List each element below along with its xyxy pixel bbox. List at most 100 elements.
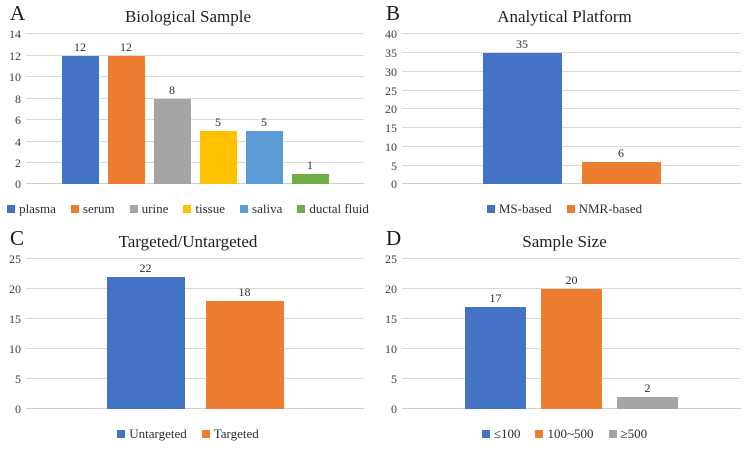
- bar-value-label: 1: [307, 157, 313, 172]
- bar-ductal fluid: [291, 173, 329, 185]
- y-tick-label: 15: [385, 312, 397, 327]
- legend-biological-sample: plasma serum urine tissue saliva ductal fluid: [0, 201, 376, 217]
- bars-group: 22 18: [26, 259, 364, 410]
- gridline: [402, 70, 741, 72]
- bar-value-label: 12: [120, 39, 132, 54]
- bar-≥500: [617, 397, 678, 410]
- bar-chart-targeted-untargeted: 0 5 10 15 20 25 22 18: [0, 252, 376, 416]
- legend-item-100~500: 100~500: [535, 426, 594, 442]
- legend-swatch-icon: [7, 205, 16, 214]
- legend-item-plasma: plasma: [7, 201, 56, 217]
- y-tick-label: 20: [385, 102, 397, 117]
- bars-group: 17 20 2: [402, 259, 741, 410]
- gridline: [26, 318, 364, 320]
- y-tick-label: 35: [385, 46, 397, 61]
- gridline: [26, 76, 364, 78]
- bar-≤100: [465, 307, 526, 410]
- gridline: [26, 288, 364, 290]
- y-tick-label: 25: [385, 83, 397, 98]
- legend-swatch-icon: [481, 430, 490, 439]
- chart-title-analytical-platform: Analytical Platform: [497, 7, 632, 26]
- gridline: [26, 97, 364, 99]
- gridline: [402, 288, 741, 290]
- gridline: [402, 108, 741, 110]
- bar-slot-MS-based: 35: [482, 34, 562, 185]
- legend-swatch-icon: [70, 205, 79, 214]
- y-tick-label: 10: [385, 342, 397, 357]
- y-tick-label: 25: [385, 252, 397, 267]
- gridline: [402, 145, 741, 147]
- gridline: [402, 52, 741, 54]
- y-tick-label: 0: [15, 402, 21, 417]
- legend-analytical-platform: MS-based NMR-based: [376, 201, 753, 217]
- x-axis-line: [26, 408, 364, 410]
- bars-group: 35 6: [402, 34, 741, 185]
- bar-slot-≤100: 17: [465, 259, 526, 410]
- legend-item-Untargeted: Untargeted: [117, 426, 187, 442]
- bar-value-label: 8: [169, 82, 175, 97]
- y-tick-label: 10: [9, 70, 21, 85]
- bar-slot-serum: 12: [107, 34, 145, 185]
- y-tick-label: 30: [385, 64, 397, 79]
- panel-b: B Analytical Platform 0 5 10 15 20 25 30 35 40 35…: [376, 0, 753, 225]
- gridline: [402, 89, 741, 91]
- panel-a: A Biological Sample 0 2 4 6 8 10 12 14 12 12 8 5 5 1 …: [0, 0, 376, 225]
- gridline: [26, 140, 364, 142]
- chart-title-biological-sample: Biological Sample: [124, 7, 252, 26]
- bar-value-label: 22: [139, 261, 152, 276]
- x-axis-line: [402, 183, 741, 185]
- gridline: [26, 378, 364, 380]
- bar-value-label: 17: [489, 291, 502, 306]
- bar-MS-based: [482, 53, 562, 185]
- gridline: [26, 258, 364, 260]
- bar-Targeted: [205, 301, 284, 410]
- legend-label: serum: [82, 201, 115, 217]
- gridline: [26, 54, 364, 56]
- y-tick-label: 12: [9, 48, 21, 63]
- legend-label: Untargeted: [129, 426, 187, 442]
- legend-swatch-icon: [201, 430, 210, 439]
- bar-slot-urine: 8: [153, 34, 191, 185]
- panel-label-b: B: [386, 1, 401, 25]
- y-tick-label: 0: [15, 177, 21, 192]
- legend-item-MS-based: MS-based: [486, 201, 552, 217]
- bar-plasma: [61, 55, 99, 185]
- y-tick-label: 5: [391, 372, 397, 387]
- y-tick-label: 8: [15, 91, 21, 106]
- bar-value-label: 5: [261, 114, 267, 129]
- y-tick-label: 25: [9, 252, 21, 267]
- gridline: [26, 348, 364, 350]
- legend-swatch-icon: [566, 205, 575, 214]
- y-tick-label: 4: [15, 134, 21, 149]
- bar-serum: [107, 55, 145, 185]
- legend-label: 100~500: [547, 426, 594, 442]
- x-axis-line: [26, 183, 364, 185]
- bar-value-label: 5: [215, 114, 221, 129]
- bar-value-label: 2: [644, 381, 651, 396]
- bar-Untargeted: [106, 277, 185, 410]
- legend-item-tissue: tissue: [183, 201, 225, 217]
- y-tick-label: 5: [391, 158, 397, 173]
- gridline: [402, 258, 741, 260]
- legend-swatch-icon: [117, 430, 126, 439]
- bar-NMR-based: [581, 161, 661, 185]
- y-tick-label: 6: [15, 113, 21, 128]
- y-tick-label: 14: [9, 27, 21, 42]
- y-tick-label: 20: [9, 282, 21, 297]
- legend-item-≤100: ≤100: [481, 426, 521, 442]
- y-tick-label: 15: [9, 312, 21, 327]
- y-tick-label: 0: [391, 177, 397, 192]
- legend-label: tissue: [195, 201, 226, 217]
- legend-sample-size: ≤100 100~500 ≥500: [376, 426, 753, 442]
- legend-item-NMR-based: NMR-based: [566, 201, 642, 217]
- bar-value-label: 6: [618, 145, 624, 160]
- legend-swatch-icon: [297, 205, 306, 214]
- panel-label-d: D: [386, 226, 402, 250]
- legend-label: ≤100: [493, 426, 521, 442]
- y-tick-label: 2: [15, 155, 21, 170]
- y-tick-label: 15: [385, 121, 397, 136]
- legend-swatch-icon: [129, 205, 138, 214]
- bar-slot-≥500: 2: [617, 259, 678, 410]
- bars-group: 12 12 8 5 5 1: [26, 34, 364, 185]
